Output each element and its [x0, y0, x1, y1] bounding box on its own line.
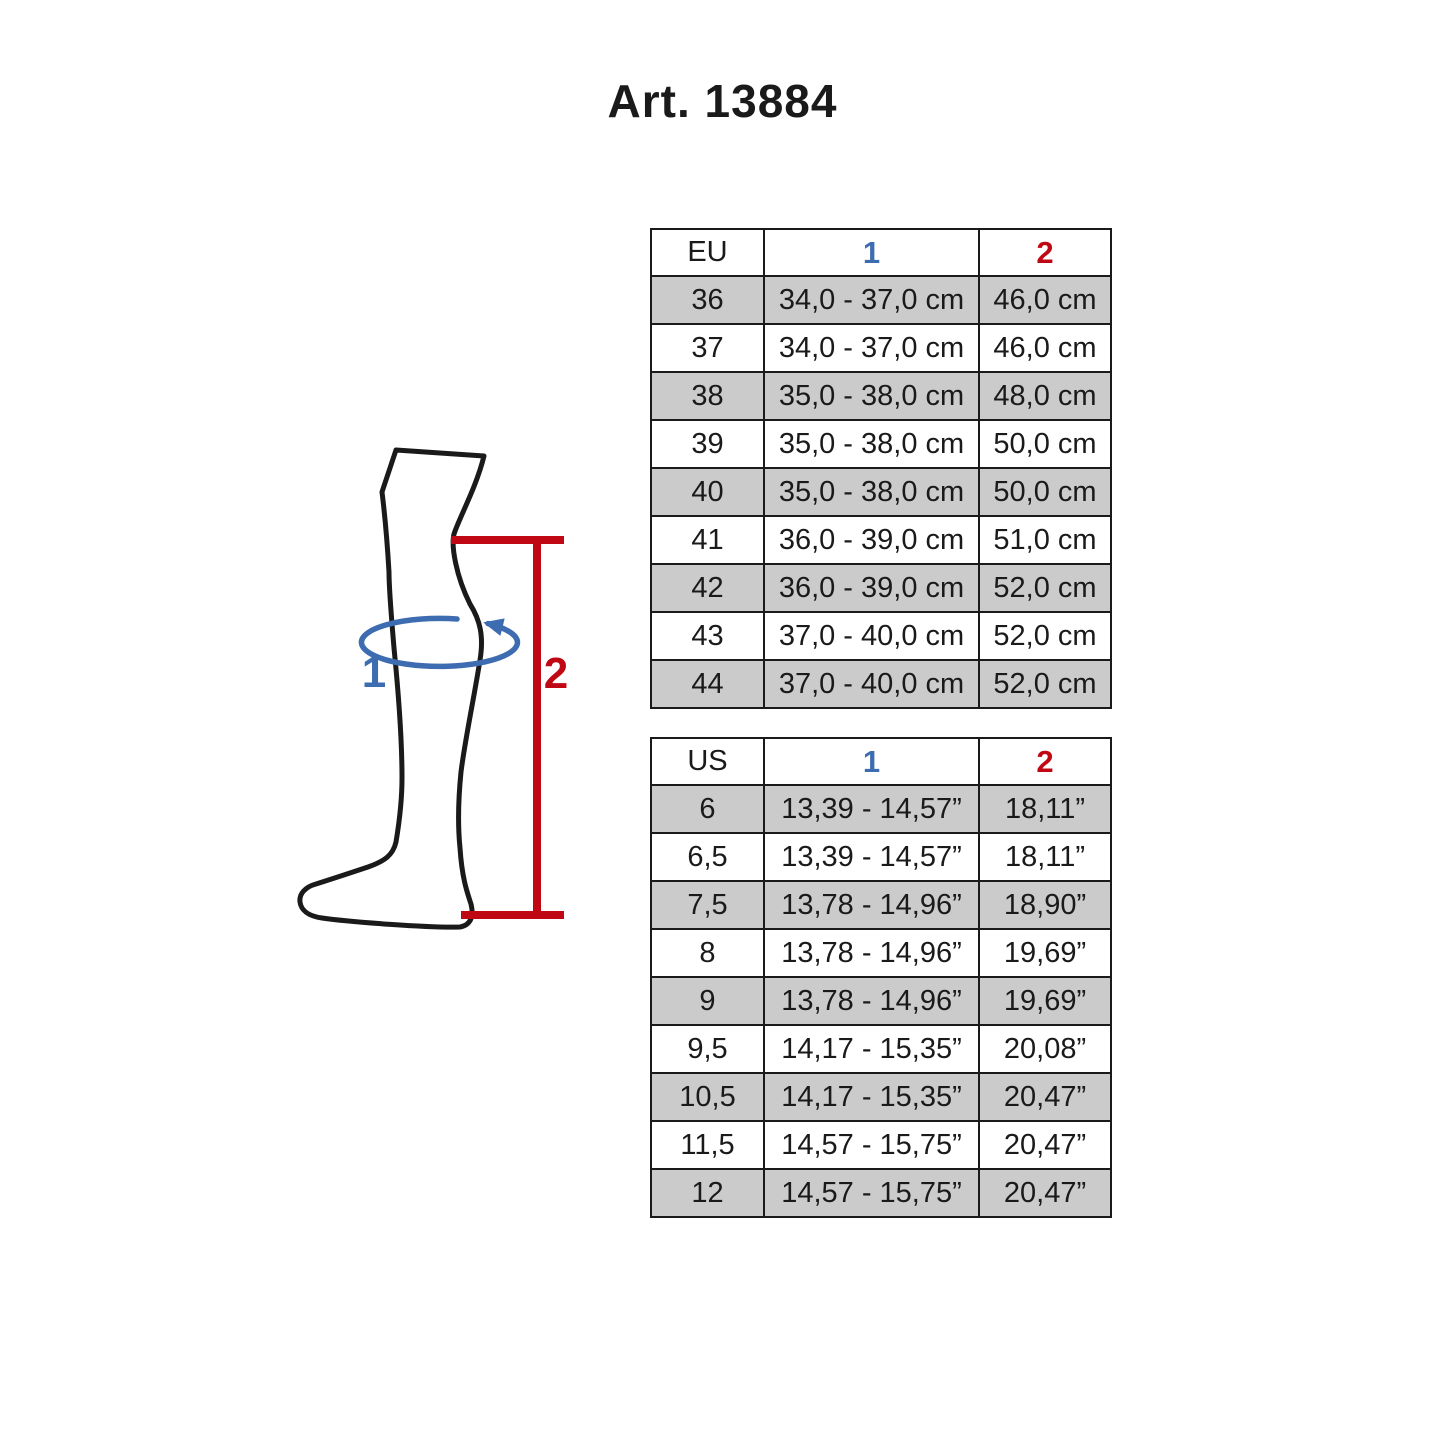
table-row: 37 34,0 - 37,0 cm 46,0 cm [650, 323, 1112, 373]
us-table-body: 6 13,39 - 14,57” 18,11” 6,5 13,39 - 14,57” 18… [650, 784, 1112, 1218]
size-cell: 36 [650, 275, 765, 325]
table-row: 40 35,0 - 38,0 cm 50,0 cm [650, 467, 1112, 517]
measure-1-cell: 35,0 - 38,0 cm [763, 467, 980, 517]
measure-1-cell: 37,0 - 40,0 cm [763, 611, 980, 661]
measure-2-cell: 46,0 cm [978, 323, 1112, 373]
calf-circumference-arrow [358, 615, 521, 670]
measure-1-cell: 34,0 - 37,0 cm [763, 323, 980, 373]
measure-1-cell: 35,0 - 38,0 cm [763, 419, 980, 469]
size-cell: 8 [650, 928, 765, 978]
measure-2-cell: 18,11” [978, 832, 1112, 882]
us-measure-2-header: 2 [978, 737, 1112, 786]
measure-1-cell: 13,78 - 14,96” [763, 976, 980, 1026]
measure-2-cell: 50,0 cm [978, 419, 1112, 469]
us-unit-header: US [650, 737, 765, 786]
table-header-row: US 1 2 [650, 737, 1112, 786]
size-cell: 10,5 [650, 1072, 765, 1122]
measure-1-cell: 14,57 - 15,75” [763, 1120, 980, 1170]
measure-2-cell: 48,0 cm [978, 371, 1112, 421]
table-row: 11,5 14,57 - 15,75” 20,47” [650, 1120, 1112, 1170]
measure-1-cell: 13,39 - 14,57” [763, 832, 980, 882]
measure-2-cell: 18,90” [978, 880, 1112, 930]
measure-2-cell: 20,47” [978, 1168, 1112, 1218]
measure-1-cell: 14,17 - 15,35” [763, 1024, 980, 1074]
measure-1-cell: 13,78 - 14,96” [763, 880, 980, 930]
measure-2-cell: 46,0 cm [978, 275, 1112, 325]
size-cell: 39 [650, 419, 765, 469]
leg-outline [297, 447, 487, 930]
eu-unit-header: EU [650, 228, 765, 277]
size-cell: 6 [650, 784, 765, 834]
measure-1-cell: 36,0 - 39,0 cm [763, 563, 980, 613]
measure-1-cell: 37,0 - 40,0 cm [763, 659, 980, 709]
leg-measurement-diagram: 1 2 [297, 447, 568, 930]
measure-1-cell: 13,39 - 14,57” [763, 784, 980, 834]
table-row: 6 13,39 - 14,57” 18,11” [650, 784, 1112, 834]
table-row: 36 34,0 - 37,0 cm 46,0 cm [650, 275, 1112, 325]
table-row: 7,5 13,78 - 14,96” 18,90” [650, 880, 1112, 930]
measure-1-cell: 13,78 - 14,96” [763, 928, 980, 978]
size-cell: 42 [650, 563, 765, 613]
measure-1-cell: 34,0 - 37,0 cm [763, 275, 980, 325]
size-cell: 43 [650, 611, 765, 661]
eu-table-body: 36 34,0 - 37,0 cm 46,0 cm 37 34,0 - 37,0 cm 4… [650, 275, 1112, 709]
measure-1-cell: 14,17 - 15,35” [763, 1072, 980, 1122]
table-row: 12 14,57 - 15,75” 20,47” [650, 1168, 1112, 1218]
table-row: 43 37,0 - 40,0 cm 52,0 cm [650, 611, 1112, 661]
table-row: 42 36,0 - 39,0 cm 52,0 cm [650, 563, 1112, 613]
table-row: 6,5 13,39 - 14,57” 18,11” [650, 832, 1112, 882]
table-row: 10,5 14,17 - 15,35” 20,47” [650, 1072, 1112, 1122]
measure-2-cell: 20,08” [978, 1024, 1112, 1074]
measure-2-cell: 52,0 cm [978, 563, 1112, 613]
table-row: 39 35,0 - 38,0 cm 50,0 cm [650, 419, 1112, 469]
measure-2-cell: 50,0 cm [978, 467, 1112, 517]
size-cell: 9,5 [650, 1024, 765, 1074]
table-row: 9,5 14,17 - 15,35” 20,08” [650, 1024, 1112, 1074]
eu-measure-2-header: 2 [978, 228, 1112, 277]
size-cell: 7,5 [650, 880, 765, 930]
table-row: 41 36,0 - 39,0 cm 51,0 cm [650, 515, 1112, 565]
table-row: 38 35,0 - 38,0 cm 48,0 cm [650, 371, 1112, 421]
measure-1-cell: 35,0 - 38,0 cm [763, 371, 980, 421]
measure-2-cell: 18,11” [978, 784, 1112, 834]
page-title: Art. 13884 [607, 75, 838, 127]
table-row: 9 13,78 - 14,96” 19,69” [650, 976, 1112, 1026]
size-cell: 12 [650, 1168, 765, 1218]
size-cell: 9 [650, 976, 765, 1026]
measure-1-cell: 36,0 - 39,0 cm [763, 515, 980, 565]
size-cell: 44 [650, 659, 765, 709]
us-measure-1-header: 1 [763, 737, 980, 786]
measure-1-cell: 14,57 - 15,75” [763, 1168, 980, 1218]
table-row: 8 13,78 - 14,96” 19,69” [650, 928, 1112, 978]
measure-2-cell: 20,47” [978, 1072, 1112, 1122]
height-measure-lines [451, 536, 564, 919]
size-cell: 6,5 [650, 832, 765, 882]
size-cell: 11,5 [650, 1120, 765, 1170]
measure-2-cell: 20,47” [978, 1120, 1112, 1170]
us-size-table: US 1 2 6 13,39 - 14,57” 18,11” 6,5 13,39 - 1… [650, 737, 1112, 1218]
table-row: 44 37,0 - 40,0 cm 52,0 cm [650, 659, 1112, 709]
measure-2-cell: 52,0 cm [978, 659, 1112, 709]
measure-2-cell: 19,69” [978, 976, 1112, 1026]
measure-2-cell: 52,0 cm [978, 611, 1112, 661]
measure-2-cell: 51,0 cm [978, 515, 1112, 565]
measure-1-label: 1 [362, 648, 386, 697]
size-cell: 40 [650, 467, 765, 517]
table-header-row: EU 1 2 [650, 228, 1112, 277]
measure-2-label: 2 [544, 649, 568, 698]
measure-2-cell: 19,69” [978, 928, 1112, 978]
size-cell: 37 [650, 323, 765, 373]
size-cell: 41 [650, 515, 765, 565]
size-cell: 38 [650, 371, 765, 421]
eu-size-table: EU 1 2 36 34,0 - 37,0 cm 46,0 cm 37 34,0 - 3… [650, 228, 1112, 709]
eu-measure-1-header: 1 [763, 228, 980, 277]
